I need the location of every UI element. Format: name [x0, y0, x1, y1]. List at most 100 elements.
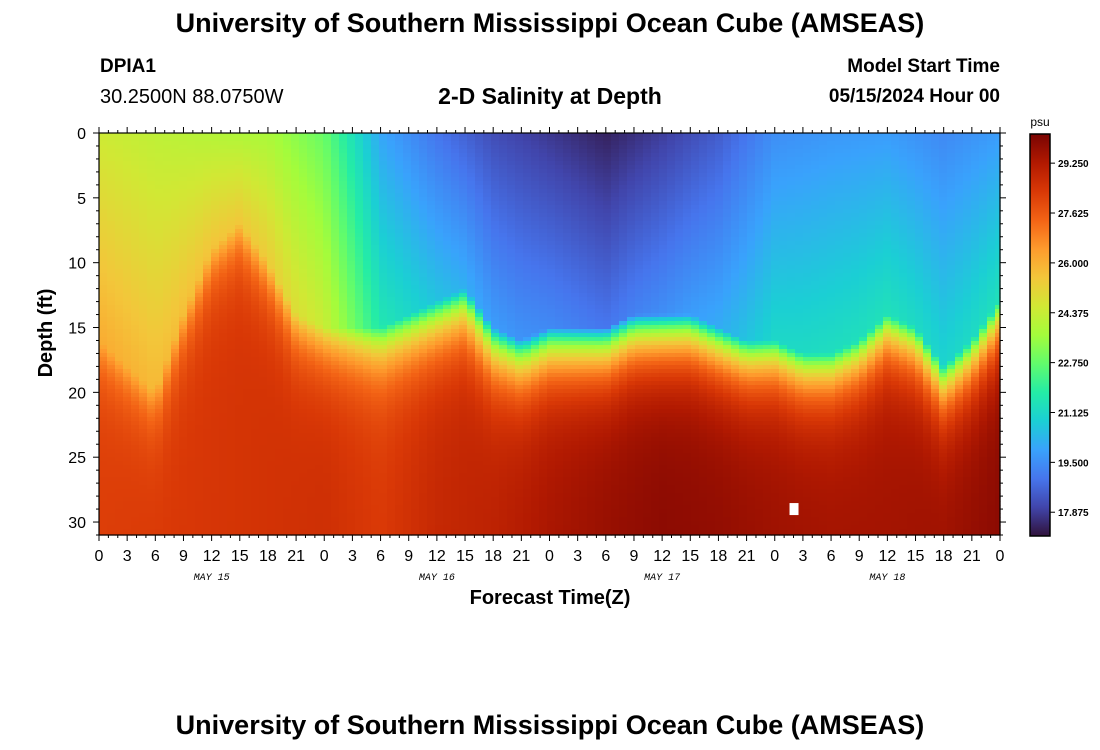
heatmap-cell	[403, 149, 412, 154]
heatmap-cell	[275, 233, 284, 238]
heatmap-cell	[203, 441, 212, 446]
heatmap-cell	[179, 249, 188, 254]
heatmap-cell	[403, 229, 412, 234]
heatmap-cell	[427, 217, 436, 222]
heatmap-cell	[291, 277, 300, 282]
heatmap-cell	[283, 161, 292, 166]
heatmap-cell	[403, 293, 412, 298]
heatmap-cell	[347, 333, 356, 338]
heatmap-cell	[419, 201, 428, 206]
heatmap-cell	[155, 337, 164, 342]
heatmap-cell	[387, 437, 396, 442]
heatmap-cell	[243, 433, 252, 438]
heatmap-cell	[347, 137, 356, 142]
heatmap-cell	[483, 417, 492, 422]
heatmap-cell	[459, 513, 468, 518]
heatmap-cell	[315, 217, 324, 222]
heatmap-cell	[123, 381, 132, 386]
heatmap-cell	[395, 173, 404, 178]
heatmap-cell	[219, 437, 228, 442]
heatmap-cell	[379, 533, 388, 536]
heatmap-cell	[115, 329, 124, 334]
heatmap-cell	[419, 157, 428, 162]
heatmap-cell	[163, 353, 172, 358]
heatmap-cell	[475, 137, 484, 142]
heatmap-cell	[139, 177, 148, 182]
heatmap-cell	[163, 365, 172, 370]
heatmap-cell	[387, 413, 396, 418]
heatmap-cell	[267, 297, 276, 302]
heatmap-cell	[251, 469, 260, 474]
heatmap-cell	[299, 157, 308, 162]
heatmap-cell	[307, 525, 316, 530]
heatmap-cell	[459, 369, 468, 374]
heatmap-cell	[251, 521, 260, 526]
heatmap-cell	[115, 169, 124, 174]
heatmap-cell	[115, 297, 124, 302]
heatmap-cell	[403, 489, 412, 494]
heatmap-cell	[459, 133, 468, 138]
heatmap-cell	[115, 401, 124, 406]
heatmap-cell	[131, 241, 140, 246]
heatmap-cell	[195, 477, 204, 482]
heatmap-cell	[387, 409, 396, 414]
heatmap-cell	[331, 305, 340, 310]
heatmap-cell	[403, 225, 412, 230]
heatmap-cell	[259, 489, 268, 494]
heatmap-cell	[315, 249, 324, 254]
heatmap-cell	[307, 353, 316, 358]
heatmap-cell	[171, 377, 180, 382]
heatmap-cell	[299, 465, 308, 470]
heatmap-cell	[419, 341, 428, 346]
heatmap-cell	[267, 301, 276, 306]
heatmap-cell	[307, 241, 316, 246]
heatmap-cell	[427, 237, 436, 242]
heatmap-cell	[99, 333, 108, 338]
heatmap-cell	[243, 377, 252, 382]
heatmap-cell	[283, 337, 292, 342]
heatmap-cell	[347, 169, 356, 174]
heatmap-cell	[475, 157, 484, 162]
heatmap-cell	[243, 293, 252, 298]
heatmap-cell	[235, 201, 244, 206]
heatmap-cell	[123, 525, 132, 530]
heatmap-cell	[403, 461, 412, 466]
heatmap-cell	[443, 533, 452, 536]
heatmap-cell	[411, 273, 420, 278]
heatmap-cell	[355, 333, 364, 338]
heatmap-cell	[475, 497, 484, 502]
heatmap-cell	[395, 317, 404, 322]
heatmap-cell	[307, 441, 316, 446]
heatmap-cell	[187, 477, 196, 482]
heatmap-cell	[163, 337, 172, 342]
heatmap-cell	[443, 321, 452, 326]
heatmap-cell	[123, 289, 132, 294]
heatmap-cell	[123, 265, 132, 270]
heatmap-cell	[379, 337, 388, 342]
heatmap-cell	[363, 357, 372, 362]
heatmap-cell	[139, 317, 148, 322]
heatmap-cell	[355, 341, 364, 346]
heatmap-cell	[179, 229, 188, 234]
heatmap-cell	[459, 189, 468, 194]
heatmap-cell	[211, 521, 220, 526]
heatmap-cell	[475, 237, 484, 242]
heatmap-cell	[107, 409, 116, 414]
heatmap-cell	[131, 133, 140, 138]
heatmap-cell	[251, 313, 260, 318]
heatmap-cell	[99, 505, 108, 510]
heatmap-cell	[107, 533, 116, 536]
heatmap-cell	[387, 201, 396, 206]
heatmap-cell	[411, 317, 420, 322]
heatmap-cell	[339, 161, 348, 166]
heatmap-cell	[267, 493, 276, 498]
heatmap-cell	[171, 289, 180, 294]
heatmap-cell	[459, 265, 468, 270]
heatmap-cell	[435, 317, 444, 322]
heatmap-cell	[435, 493, 444, 498]
heatmap-cell	[171, 225, 180, 230]
heatmap-cell	[251, 225, 260, 230]
heatmap-cell	[339, 357, 348, 362]
heatmap-cell	[403, 469, 412, 474]
heatmap-cell	[379, 461, 388, 466]
